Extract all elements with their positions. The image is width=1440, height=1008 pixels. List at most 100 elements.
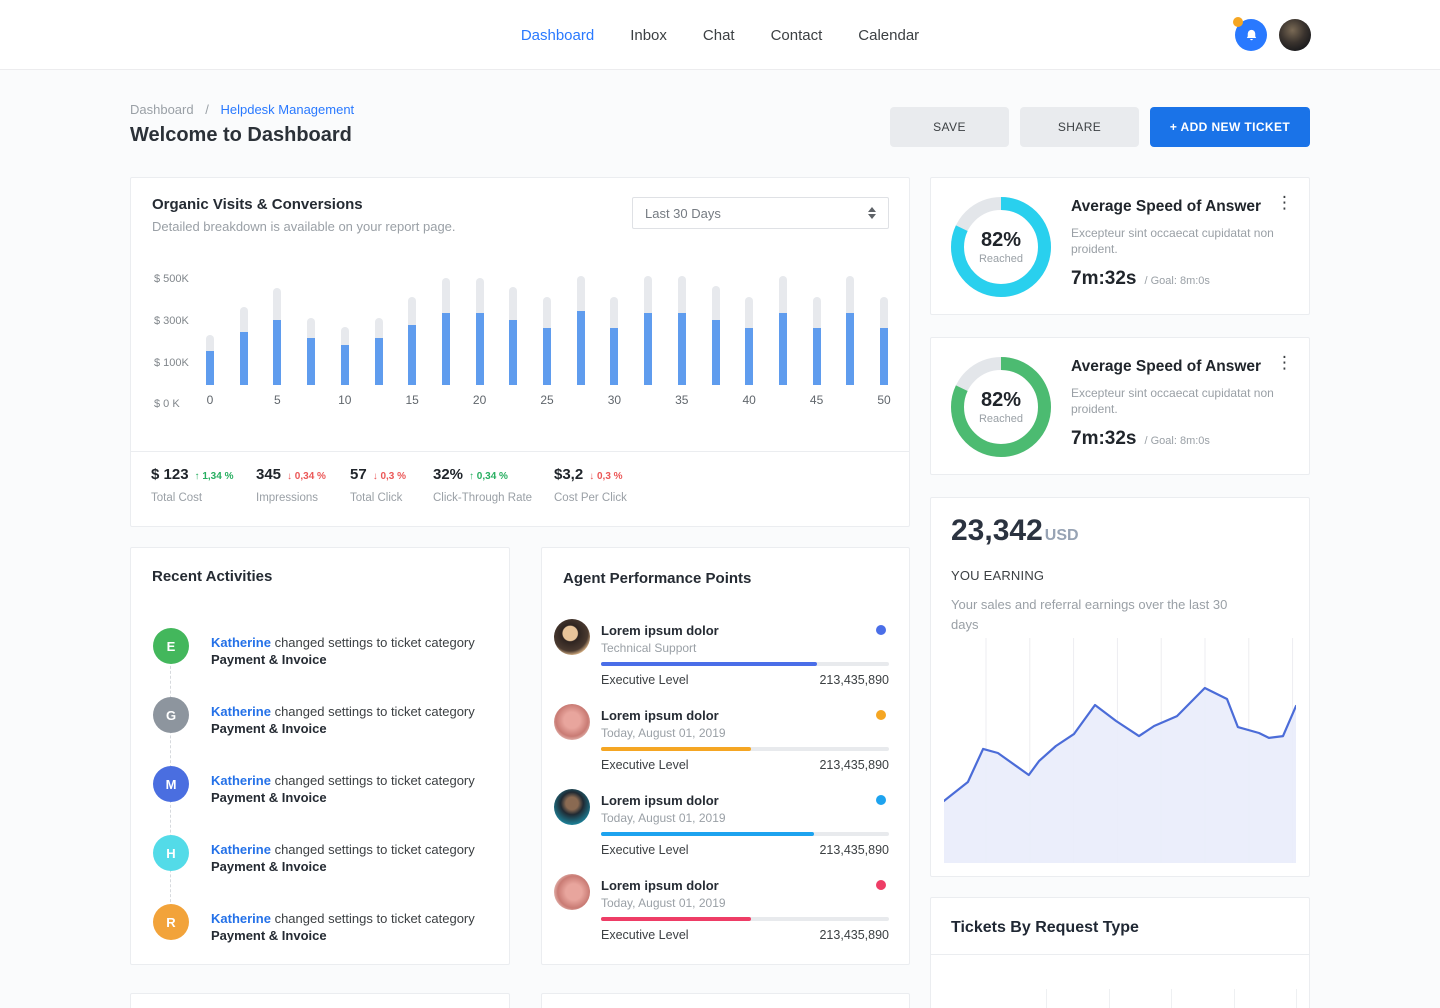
date-range-value: Last 30 Days [645, 205, 721, 221]
progress-fill [601, 747, 751, 751]
donut-center-text: 82% Reached [951, 357, 1051, 457]
donut-chart: 82% Reached [951, 197, 1051, 297]
bar [441, 275, 450, 385]
status-dot [876, 625, 886, 635]
avatar [554, 789, 590, 825]
bar-reached-segment [610, 328, 619, 385]
status-dot [876, 710, 886, 720]
x-axis-label: 50 [877, 393, 891, 407]
earnings-caption: YOU EARNING [951, 568, 1045, 583]
agent-name: Lorem ipsum dolor [601, 793, 719, 808]
stat-value-row: 32% ↑ 0,34 % [433, 466, 532, 484]
agent-subtitle: Today, August 01, 2019 [601, 896, 726, 910]
bar-reached-segment [711, 320, 720, 385]
stat-value: $ 123 [151, 466, 189, 483]
add-new-ticket-button[interactable]: + ADD NEW TICKET [1150, 107, 1310, 147]
activity-user[interactable]: Katherine [211, 635, 271, 650]
bar [610, 275, 619, 385]
notifications-button[interactable] [1233, 17, 1267, 51]
avatar [554, 874, 590, 910]
activity-user[interactable]: Katherine [211, 842, 271, 857]
activity-user[interactable]: Katherine [211, 911, 271, 926]
table-row[interactable]: Lorem ipsum dolor Technical Support Execut… [542, 618, 909, 698]
bar-reached-segment [475, 313, 484, 385]
bar-reached-segment [778, 313, 787, 385]
stat-delta: ↑ 1,34 % [194, 471, 234, 482]
save-button[interactable]: SAVE [890, 107, 1009, 147]
avatar: M [153, 766, 189, 802]
bar-reached-segment [273, 320, 282, 385]
donut-percent: 82% [980, 229, 1022, 251]
gridline [1046, 989, 1047, 1008]
kebab-menu-icon[interactable]: ⋮ [1276, 193, 1293, 212]
agents-title: Agent Performance Points [563, 570, 752, 587]
stat-delta: ↑ 0,34 % [469, 471, 508, 482]
progress-fill [601, 917, 751, 921]
avatar: E [153, 628, 189, 664]
activity-user[interactable]: Katherine [211, 773, 271, 788]
bar-reached-segment [307, 338, 316, 385]
agent-level-row: Executive Level 213,435,890 [601, 673, 889, 687]
stat-label: Cost Per Click [554, 492, 627, 504]
y-axis-label: $ 300K [154, 315, 189, 327]
notification-dot [1233, 17, 1243, 27]
activity-text: Katherine changed settings to ticket cat… [211, 911, 475, 943]
speed-time-row: 7m:32s / Goal: 8m:0s [1071, 428, 1210, 450]
bottom-right-card-stub [541, 993, 910, 1008]
gridline [1171, 989, 1172, 1008]
bar [475, 275, 484, 385]
activity-target: Payment & Invoice [211, 859, 327, 874]
level-label: Executive Level [601, 758, 689, 772]
earnings-currency: USD [1044, 527, 1079, 544]
nav-item-calendar[interactable]: Calendar [858, 26, 920, 44]
table-row[interactable]: Lorem ipsum dolor Today, August 01, 2019 E… [542, 703, 909, 783]
breadcrumb-separator: / [205, 102, 209, 117]
bar-reached-segment [644, 313, 653, 385]
table-row[interactable]: Lorem ipsum dolor Today, August 01, 2019 E… [542, 873, 909, 953]
stat-cost-per-click: $3,2 ↓ 0,3 % Cost Per Click [554, 466, 627, 504]
share-button[interactable]: SHARE [1020, 107, 1139, 147]
stat-impressions: 345 ↓ 0,34 % Impressions [256, 466, 326, 504]
nav-item-contact[interactable]: Contact [770, 26, 823, 44]
bar [880, 275, 888, 385]
level-label: Executive Level [601, 673, 689, 687]
avatar: G [153, 697, 189, 733]
organic-subtitle: Detailed breakdown is available on your … [152, 219, 456, 234]
kebab-menu-icon[interactable]: ⋮ [1276, 353, 1293, 372]
earnings-area-chart [944, 638, 1296, 863]
bar-reached-segment [239, 332, 248, 385]
activity-text: Katherine changed settings to ticket cat… [211, 842, 475, 874]
main-nav: Dashboard Inbox Chat Contact Calendar [0, 0, 1440, 70]
select-arrows-icon [868, 207, 876, 219]
level-points: 213,435,890 [819, 928, 889, 942]
user-avatar[interactable] [1279, 19, 1311, 51]
activity-target: Payment & Invoice [211, 721, 327, 736]
bar-reached-segment [846, 313, 855, 385]
date-range-select[interactable]: Last 30 Days [632, 197, 889, 229]
activity-target: Payment & Invoice [211, 928, 327, 943]
bar [812, 275, 821, 385]
donut-caption: Reached [978, 413, 1024, 425]
x-axis-label: 25 [540, 393, 554, 407]
tickets-title: Tickets By Request Type [951, 919, 1139, 936]
bar-reached-segment [745, 328, 754, 385]
stat-total-cost: $ 123 ↑ 1,34 % Total Cost [151, 466, 233, 504]
breadcrumb-current[interactable]: Helpdesk Management [220, 102, 355, 117]
breadcrumb-dashboard[interactable]: Dashboard [130, 102, 194, 117]
nav-item-inbox[interactable]: Inbox [630, 26, 667, 44]
avatar: R [153, 904, 189, 940]
organic-title: Organic Visits & Conversions [152, 196, 363, 213]
nav-item-dashboard[interactable]: Dashboard [520, 26, 595, 44]
table-row[interactable]: Lorem ipsum dolor Today, August 01, 2019 E… [542, 788, 909, 868]
activity-user[interactable]: Katherine [211, 704, 271, 719]
average-speed-card: 82% Reached Average Speed of Answer ⋮ Except… [930, 337, 1310, 475]
earnings-amount: 23,342 [951, 514, 1043, 547]
bar [239, 275, 248, 385]
avatar: H [153, 835, 189, 871]
x-axis-label: 45 [809, 393, 824, 407]
bar-reached-segment [677, 313, 686, 385]
nav-item-chat[interactable]: Chat [702, 26, 735, 44]
bar [374, 275, 383, 385]
answer-goal: / Goal: 8m:0s [1144, 435, 1210, 447]
x-axis-label: 35 [675, 393, 689, 407]
